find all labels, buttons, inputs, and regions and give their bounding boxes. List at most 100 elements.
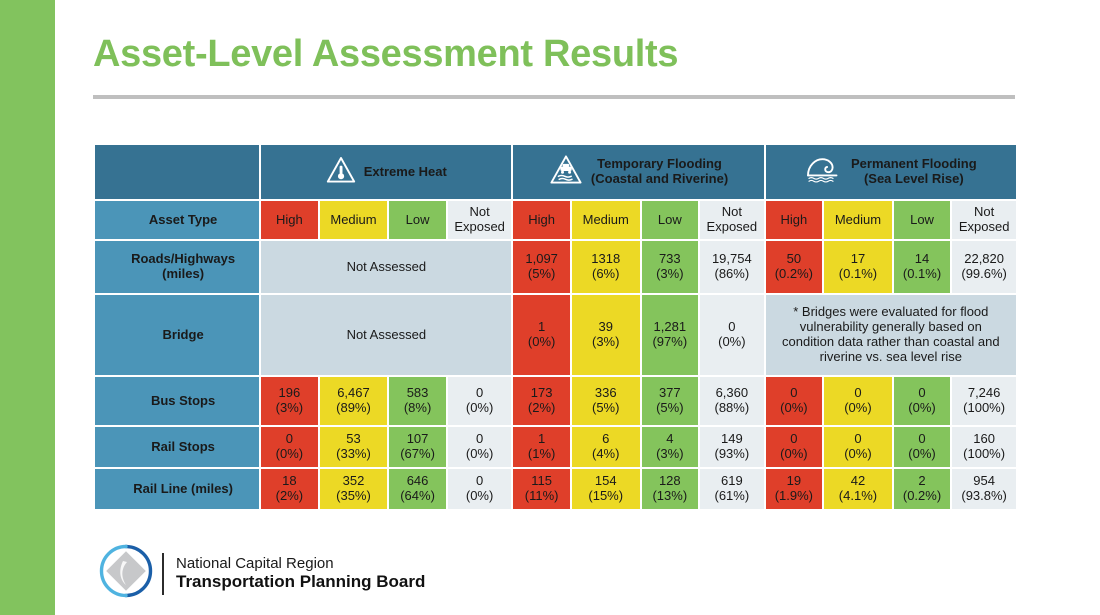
cell-percent: (8%) xyxy=(403,400,432,415)
cell-bus-temporary-high: 173 (2%) xyxy=(513,377,570,425)
cell-value: 0 xyxy=(475,385,484,401)
row-label-bus-stops: Bus Stops xyxy=(95,377,260,425)
cell-percent: (100%) xyxy=(963,446,1006,461)
not-exposed-line2: Exposed xyxy=(958,219,1010,234)
cell-percent: (13%) xyxy=(652,488,688,503)
cell-value: 646 xyxy=(406,473,429,489)
table-row: Rail Stops 0 (0%) 53 (33%) 107 (67%) 0 (… xyxy=(95,427,1016,467)
cell-value: 115 xyxy=(531,473,553,489)
table-row: Roads/Highways (miles) Not Assessed 1,09… xyxy=(95,241,1016,293)
cell-percent: (15%) xyxy=(588,488,624,503)
cell-percent: (3%) xyxy=(275,400,304,415)
cell-percent: (5%) xyxy=(592,400,620,415)
category-header-heat-medium: Medium xyxy=(319,201,388,239)
cell-percent: (99.6%) xyxy=(961,266,1007,281)
logo-divider xyxy=(162,552,164,595)
cell-railline-heat-high: 18 (2%) xyxy=(261,469,318,509)
cell-value: 0 xyxy=(475,431,484,447)
cell-value: 128 xyxy=(658,473,681,489)
cell-value: 160 xyxy=(973,431,995,447)
cell-percent: (2%) xyxy=(275,488,304,503)
category-header-temporary-medium: Medium xyxy=(571,201,640,239)
not-exposed-line2: Exposed xyxy=(706,219,758,234)
cell-value: 0 xyxy=(285,431,294,447)
wave-icon xyxy=(805,155,843,189)
cell-percent: (1.9%) xyxy=(774,488,814,503)
cell-value: 6 xyxy=(602,431,610,447)
cell-value: 22,820 xyxy=(964,251,1004,267)
cell-value: 0 xyxy=(854,385,862,401)
cell-bus-temporary-medium: 336 (5%) xyxy=(571,377,640,425)
cell-railline-temporary-not-exposed: 619 (61%) xyxy=(700,469,764,509)
cell-percent: (35%) xyxy=(336,488,371,503)
cell-percent: (88%) xyxy=(714,400,750,415)
cell-value: 1 xyxy=(538,431,546,447)
cell-value: 17 xyxy=(850,251,866,267)
cell-railline-permanent-not-exposed: 954 (93.8%) xyxy=(952,469,1016,509)
group-title-line1: Temporary Flooding xyxy=(597,156,722,172)
cell-percent: (0.1%) xyxy=(902,266,942,281)
cell-bus-heat-low: 583 (8%) xyxy=(389,377,446,425)
cell-value: 1 xyxy=(538,319,546,335)
cell-percent: (61%) xyxy=(714,488,750,503)
cell-bridge-temporary-low: 1,281 (97%) xyxy=(641,295,699,375)
asset-type-header: Asset Type xyxy=(95,201,260,239)
cell-railline-permanent-high: 19 (1.9%) xyxy=(765,469,823,509)
cell-roads-permanent-low: 14 (0.1%) xyxy=(893,241,951,293)
cell-bus-heat-medium: 6,467 (89%) xyxy=(319,377,388,425)
cell-value: 0 xyxy=(790,385,798,401)
cell-roads-temporary-low: 733 (3%) xyxy=(641,241,699,293)
cell-percent: (97%) xyxy=(652,334,688,349)
cell-value: 154 xyxy=(594,473,617,489)
cell-value: 0 xyxy=(475,473,484,489)
cell-bus-heat-not-exposed: 0 (0%) xyxy=(447,377,512,425)
cell-roads-permanent-high: 50 (0.2%) xyxy=(765,241,823,293)
cell-value: 0 xyxy=(854,431,862,447)
cell-percent: (0%) xyxy=(275,446,304,461)
cell-roads-temporary-medium: 1318 (6%) xyxy=(571,241,640,293)
cell-value: 39 xyxy=(598,319,613,335)
cell-railstops-permanent-high: 0 (0%) xyxy=(765,427,823,467)
cell-value: 0 xyxy=(918,431,926,447)
row-label-line2: (miles) xyxy=(162,266,205,281)
table-group-header-row: Extreme Heat xyxy=(95,145,1016,199)
row-label-line1: Roads/Highways xyxy=(131,251,236,267)
cell-railstops-temporary-low: 4 (3%) xyxy=(641,427,699,467)
category-header-temporary-not-exposed: Not Exposed xyxy=(700,201,764,239)
cell-value: 954 xyxy=(973,473,995,489)
cell-value: 0 xyxy=(790,431,798,447)
page-title: Asset-Level Assessment Results xyxy=(93,33,679,75)
group-title-line1: Extreme Heat xyxy=(363,163,447,179)
cell-value: 2 xyxy=(918,473,926,489)
cell-bus-temporary-low: 377 (5%) xyxy=(641,377,699,425)
cell-value: 14 xyxy=(914,251,930,267)
category-header-temporary-high: High xyxy=(513,201,570,239)
cell-percent: (0.1%) xyxy=(838,266,878,281)
row-label-rail-stops: Rail Stops xyxy=(95,427,260,467)
cell-value: 6,467 xyxy=(337,385,370,401)
cell-percent: (2%) xyxy=(527,400,556,415)
cell-value: 583 xyxy=(406,385,429,401)
cell-value: 19 xyxy=(786,473,802,489)
asset-assessment-table: Extreme Heat xyxy=(93,143,1018,511)
footer-logo: National Capital Region Transportation P… xyxy=(96,541,425,606)
cell-value: 18 xyxy=(282,473,297,489)
cell-value: 352 xyxy=(342,473,365,489)
category-header-permanent-not-exposed: Not Exposed xyxy=(952,201,1016,239)
cell-value: 336 xyxy=(594,385,617,401)
group-title-line2: (Sea Level Rise) xyxy=(863,171,964,186)
cell-percent: (5%) xyxy=(527,266,556,281)
row-label-bridge: Bridge xyxy=(95,295,260,375)
group-header-temporary-flooding: Temporary Flooding (Coastal and Riverine… xyxy=(513,145,764,199)
cell-railline-temporary-medium: 154 (15%) xyxy=(571,469,640,509)
group-title-line1: Permanent Flooding xyxy=(850,156,977,172)
cell-railline-heat-not-exposed: 0 (0%) xyxy=(447,469,512,509)
cell-percent: (64%) xyxy=(400,488,435,503)
category-header-heat-low: Low xyxy=(389,201,446,239)
cell-roads-permanent-not-exposed: 22,820 (99.6%) xyxy=(952,241,1016,293)
not-exposed-line2: Exposed xyxy=(454,219,505,234)
cell-railstops-permanent-not-exposed: 160 (100%) xyxy=(952,427,1016,467)
cell-bus-temporary-not-exposed: 6,360 (88%) xyxy=(700,377,764,425)
cell-value: 0 xyxy=(918,385,926,401)
cell-percent: (0%) xyxy=(908,400,936,415)
